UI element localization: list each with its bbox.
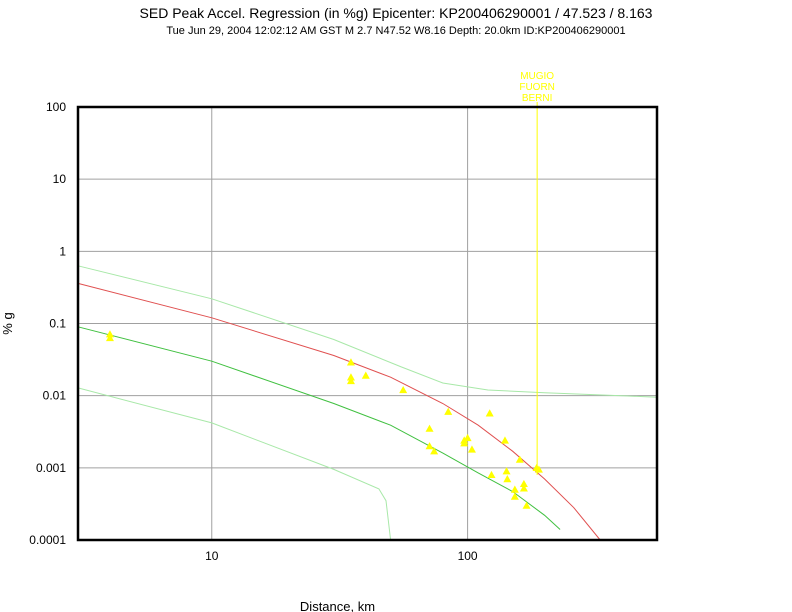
data-point — [510, 485, 519, 493]
data-point — [522, 501, 531, 509]
data-point — [510, 492, 519, 500]
data-point — [346, 358, 355, 366]
upper-band-curve — [77, 265, 658, 398]
data-point — [361, 371, 370, 379]
data-point — [105, 330, 114, 338]
station-label: BERNI — [522, 93, 553, 104]
station-label: FUORN — [519, 82, 555, 93]
curve-layer — [77, 265, 658, 541]
data-point — [463, 433, 472, 442]
y-tick-label: 1 — [59, 244, 66, 258]
x-axis-label: Distance, km — [300, 599, 375, 612]
data-point — [346, 376, 355, 385]
y-tick-label: 0.0001 — [29, 533, 66, 547]
data-point — [425, 424, 434, 432]
y-axis-label: % g — [0, 312, 15, 334]
data-point — [467, 445, 476, 453]
data-point — [487, 470, 496, 479]
plot-frame — [76, 105, 659, 542]
data-point — [430, 447, 439, 455]
station-label: MUGIO — [520, 71, 554, 82]
data-point — [515, 455, 524, 463]
lower-band-curve — [77, 387, 392, 541]
data-point — [399, 385, 408, 394]
upper-regression-curve — [77, 282, 601, 541]
data-point — [444, 407, 453, 415]
chart-subtitle: Tue Jun 29, 2004 12:02:12 AM GST M 2.7 N… — [166, 25, 626, 37]
x-tick-label: 10 — [205, 549, 219, 563]
data-point — [460, 439, 469, 447]
y-tick-label: 0.01 — [43, 389, 67, 403]
data-point — [500, 436, 509, 444]
data-point — [519, 484, 528, 492]
data-point — [519, 479, 528, 488]
data-point — [534, 465, 543, 473]
y-tick-label: 0.001 — [36, 461, 66, 475]
x-tick-label: 100 — [458, 549, 478, 563]
data-point — [425, 442, 434, 450]
point-layer — [105, 330, 543, 509]
y-tick-label: 0.1 — [49, 317, 66, 331]
chart-title: SED Peak Accel. Regression (in %g) Epice… — [139, 5, 653, 21]
data-point — [503, 475, 512, 483]
grid-layer — [78, 106, 657, 541]
data-point — [502, 467, 511, 475]
data-point — [485, 409, 494, 417]
data-point — [105, 333, 114, 342]
data-point — [346, 373, 355, 381]
y-tick-label: 100 — [46, 100, 66, 114]
lower-regression-curve — [77, 326, 561, 530]
tick-layer: 0.0001 0.001 0.01 0.1 1 10 100 10 100 — [29, 100, 478, 563]
y-tick-label: 10 — [53, 172, 67, 186]
